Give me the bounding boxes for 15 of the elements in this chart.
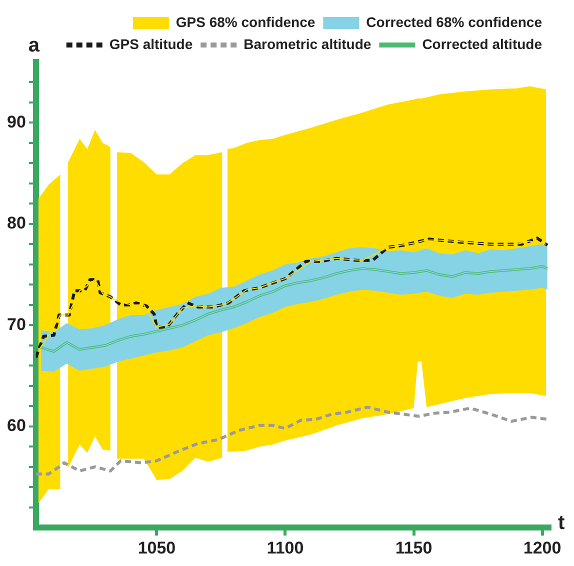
y-tick-label: 80	[6, 214, 26, 233]
legend-label: Corrected altitude	[422, 36, 542, 52]
legend-label: GPS 68% confidence	[176, 14, 316, 30]
y-tick-label: 60	[6, 416, 26, 436]
y-tick-label: 70	[6, 314, 26, 334]
x-axis-title: t	[558, 512, 565, 534]
legend-label: Barometric altitude	[244, 36, 372, 52]
legend-label: Corrected 68% confidence	[366, 14, 542, 30]
x-tick-label: 1200	[523, 538, 562, 558]
x-tick-label: 1150	[395, 538, 432, 558]
y-axis-title: a	[28, 34, 40, 57]
y-tick-label: 90	[6, 112, 26, 132]
x-tick-label: 1100	[266, 538, 304, 558]
x-tick-label: 1050	[138, 538, 176, 558]
legend-label: GPS altitude	[109, 36, 193, 52]
